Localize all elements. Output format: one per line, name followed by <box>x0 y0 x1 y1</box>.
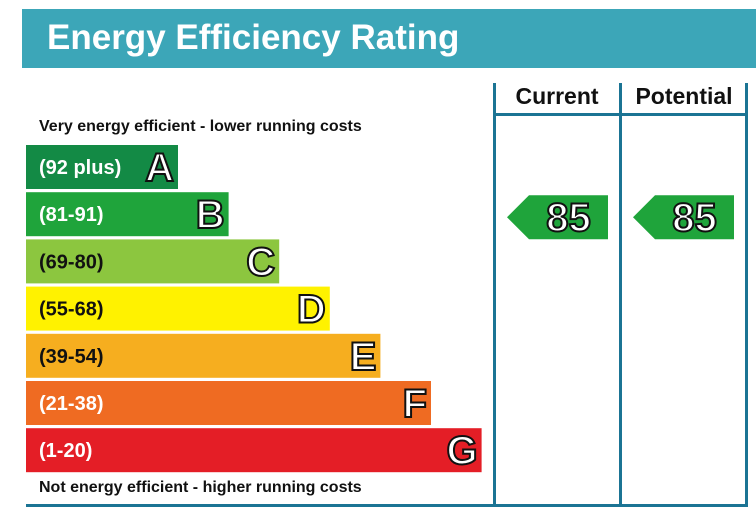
scale-top-text: Very energy efficient - lower running co… <box>39 118 362 135</box>
potential-rating-arrow <box>633 195 734 240</box>
band-letter-g: G <box>446 429 477 473</box>
scale-bottom-text: Not energy efficient - higher running co… <box>39 479 362 496</box>
current-rating-value-label: 85 <box>546 196 591 240</box>
band-bar-e <box>26 333 381 378</box>
header-banner: Energy Efficiency Rating <box>22 9 756 68</box>
band-range-c: (69-80) <box>39 251 103 273</box>
band-letter-c: C <box>246 240 275 284</box>
column-header-potential: Potential <box>635 83 732 109</box>
band-bar-c <box>26 239 280 284</box>
band-range-g: (1-20) <box>39 440 92 462</box>
rating-arrows: 85 85 <box>507 195 734 241</box>
band-letter-b: B <box>196 193 225 237</box>
band-range-b: (81-91) <box>39 204 103 226</box>
rating-bands: (92 plus) A (81-91) B (69-80) C (55-68) D (39-54… <box>26 145 482 474</box>
current-rating-arrow <box>507 195 608 240</box>
band-bar-f <box>26 381 431 425</box>
band-bar-a <box>26 145 178 189</box>
band-bar-g <box>26 428 482 473</box>
band-letter-d: D <box>297 288 326 332</box>
band-range-e: (39-54) <box>39 346 103 368</box>
column-header-current: Current <box>515 83 598 109</box>
band-letter-a: A <box>145 146 174 190</box>
band-bar-b <box>26 192 229 237</box>
page-title: Energy Efficiency Rating <box>47 18 460 57</box>
band-letter-f: F <box>403 382 427 426</box>
band-range-d: (55-68) <box>39 299 103 321</box>
potential-rating-value-label: 85 <box>672 196 717 240</box>
band-bar-d <box>26 286 330 331</box>
band-range-f: (21-38) <box>39 393 103 415</box>
band-letter-e: E <box>350 335 377 379</box>
band-range-a: (92 plus) <box>39 157 121 179</box>
